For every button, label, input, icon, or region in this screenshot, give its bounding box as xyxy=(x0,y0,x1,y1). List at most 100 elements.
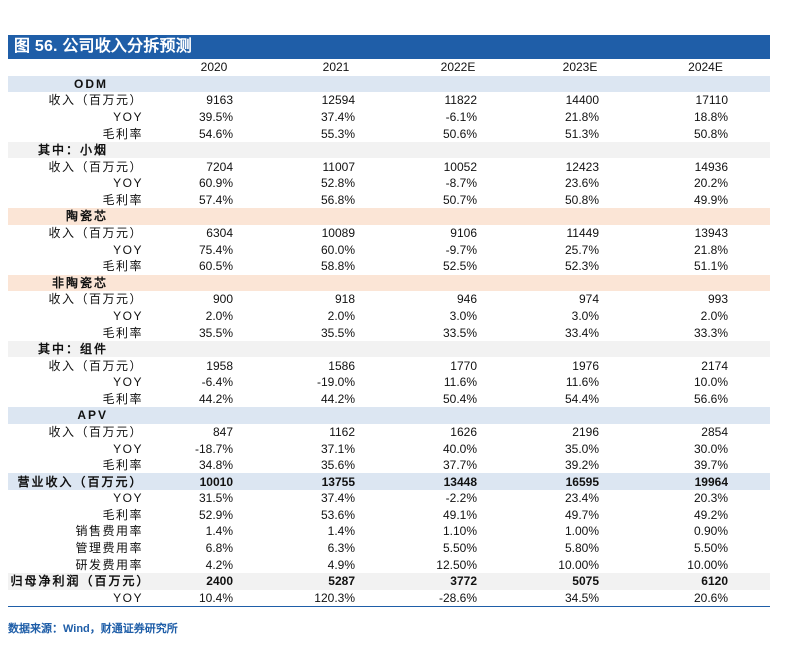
value-cell: 52.3% xyxy=(564,259,599,274)
value-cell: 11.6% xyxy=(443,375,477,390)
value-cell xyxy=(397,76,519,93)
value-cell: 21.8% xyxy=(693,242,728,257)
value-cell: 55.3% xyxy=(320,126,355,141)
value-cell: 53.6% xyxy=(320,507,355,522)
value-cell: 120.3% xyxy=(275,589,397,608)
value-cell: 58.8% xyxy=(320,259,355,274)
table-row: 毛利率 52.9% 53.6% 49.1% 49.7% 49.2% xyxy=(8,506,770,524)
value-cell: 35.0% xyxy=(564,441,599,456)
value-cell: 847 xyxy=(212,425,233,439)
value-cell xyxy=(519,142,641,159)
value-cell: 60.9% xyxy=(198,176,233,191)
value-cell: 37.7% xyxy=(442,458,477,473)
value-cell: 6.3% xyxy=(327,541,355,556)
value-cell: 1.00% xyxy=(564,524,599,539)
value-cell: 17110 xyxy=(695,93,728,108)
value-cell: 34.8% xyxy=(198,458,233,473)
value-cell: 23.6% xyxy=(564,176,599,191)
value-cell: 39.7% xyxy=(693,458,728,473)
value-cell: 56.8% xyxy=(320,192,355,207)
row-label: 收入（百万元） xyxy=(48,226,143,241)
value-cell: 13943 xyxy=(694,226,728,241)
row-label: 归母净利润（百万元） xyxy=(10,574,151,589)
value-cell: 3.0% xyxy=(449,308,477,323)
value-cell: 0.90% xyxy=(693,524,728,539)
table-title: 图 56. 公司收入分拆预测 xyxy=(8,35,770,59)
value-cell: 49.7% xyxy=(564,507,599,522)
section-header-row: 陶瓷芯 xyxy=(8,208,770,225)
value-cell: 1626 xyxy=(450,425,477,439)
value-cell: 37.4% xyxy=(320,110,355,125)
value-cell: 2.0% xyxy=(327,308,355,323)
value-cell xyxy=(153,208,275,225)
row-label: 毛利率 xyxy=(102,126,143,141)
value-cell: 3.0% xyxy=(571,308,599,323)
header-corner-cell xyxy=(8,59,153,76)
value-cell: -28.6% xyxy=(397,589,519,608)
forecast-table: 2020 2021 2022E 2023E 2024E ODM 收入（百万元） 91… xyxy=(8,59,770,608)
value-cell xyxy=(153,341,275,358)
value-cell: 52.8% xyxy=(320,176,355,191)
value-cell xyxy=(153,142,275,159)
table-row: YOY 31.5% 37.4% -2.2% 23.4% 20.3% xyxy=(8,490,770,507)
value-cell: 946 xyxy=(456,292,477,307)
value-cell: 51.3% xyxy=(564,126,599,141)
table-row: YOY 2.0% 2.0% 3.0% 3.0% 2.0% xyxy=(8,307,770,325)
year-header: 2022E xyxy=(440,60,476,75)
value-cell: 6304 xyxy=(206,226,233,241)
value-cell xyxy=(519,76,641,93)
value-cell: 1.4% xyxy=(327,524,355,539)
value-cell: 9106 xyxy=(450,226,477,241)
value-cell: 49.9% xyxy=(693,192,728,207)
value-cell: 39.2% xyxy=(564,458,599,473)
value-cell: 1770 xyxy=(450,358,477,373)
value-cell: 2174 xyxy=(701,358,728,373)
value-cell: -9.7% xyxy=(445,242,477,257)
value-cell: 54.4% xyxy=(564,391,599,406)
value-cell: 50.7% xyxy=(442,192,477,207)
value-cell: 13755 xyxy=(321,474,355,489)
value-cell: 35.6% xyxy=(320,458,355,473)
value-cell: -2.2% xyxy=(445,491,477,506)
row-label: 毛利率 xyxy=(102,507,143,522)
table-row: 收入（百万元） 7204 11007 10052 12423 14936 xyxy=(8,158,770,176)
value-cell: 54.6% xyxy=(198,126,233,141)
value-cell: 49.2% xyxy=(693,507,728,522)
table-row: 收入（百万元） 1958 1586 1770 1976 2174 xyxy=(8,357,770,374)
value-cell: 11.6% xyxy=(565,375,599,390)
year-header: 2023E xyxy=(562,60,598,75)
value-cell: 6.8% xyxy=(205,541,233,556)
value-cell xyxy=(397,275,519,292)
value-cell xyxy=(397,142,519,159)
table-body: ODM 收入（百万元） 9163 12594 11822 14400 17110 YOY 39.… xyxy=(8,75,770,608)
table-row: 毛利率 60.5% 58.8% 52.5% 52.3% 51.1% xyxy=(8,257,770,275)
value-cell xyxy=(641,407,770,424)
value-cell: 13448 xyxy=(443,474,477,489)
value-cell xyxy=(275,76,397,93)
total-row: 归母净利润（百万元） 2400 5287 3772 5075 6120 xyxy=(8,572,770,590)
value-cell: -8.7% xyxy=(445,176,477,191)
row-label: 管理费用率 xyxy=(75,541,143,556)
value-cell xyxy=(641,341,770,358)
value-cell: 5287 xyxy=(328,574,355,589)
table-row: 收入（百万元） 9163 12594 11822 14400 17110 xyxy=(8,92,770,109)
value-cell: 18.8% xyxy=(693,110,728,125)
value-cell: 9163 xyxy=(206,93,233,108)
value-cell: 57.4% xyxy=(198,192,233,207)
value-cell: 11449 xyxy=(566,226,599,241)
value-cell: 5.50% xyxy=(693,541,728,556)
row-label: 陶瓷芯 xyxy=(65,209,108,224)
value-cell: 2400 xyxy=(206,574,233,589)
row-label: 营业收入（百万元） xyxy=(17,474,144,489)
source-note: 数据来源：Wind，财通证券研究所 xyxy=(8,623,178,635)
value-cell: 35.5% xyxy=(320,325,355,340)
row-label: 销售费用率 xyxy=(75,524,143,539)
value-cell: 50.6% xyxy=(442,126,477,141)
row-label: 毛利率 xyxy=(102,259,143,274)
value-cell: 10089 xyxy=(321,226,355,241)
value-cell: 6120 xyxy=(701,574,728,589)
value-cell: 34.5% xyxy=(519,589,641,608)
value-cell xyxy=(153,407,275,424)
year-header: 2020 xyxy=(200,60,228,75)
value-cell: 49.1% xyxy=(442,507,477,522)
